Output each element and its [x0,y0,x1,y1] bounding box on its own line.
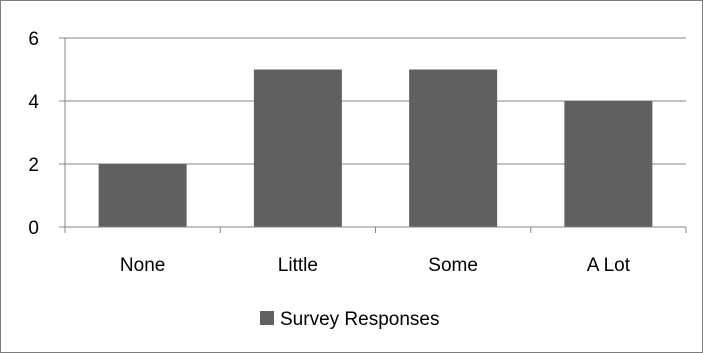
legend-label: Survey Responses [280,309,439,330]
bars [98,69,653,227]
bar [409,69,498,227]
x-tick-labels: None Little Some A Lot [120,255,631,276]
x-tick-label: A Lot [587,255,631,276]
axes [59,37,687,233]
y-tick-label: 4 [28,92,39,113]
legend-swatch [260,311,274,325]
y-tick-labels: 0 2 4 6 [28,29,39,239]
legend: Survey Responses [260,309,439,330]
y-tick-label: 2 [28,155,39,176]
y-tick-label: 0 [28,218,39,239]
x-tick-label: None [120,255,165,276]
x-tick-label: Little [278,255,318,276]
bar [253,69,342,227]
x-tick-label: Some [428,255,478,276]
bar [564,101,653,227]
y-tick-label: 6 [28,29,39,50]
bar [98,164,187,227]
